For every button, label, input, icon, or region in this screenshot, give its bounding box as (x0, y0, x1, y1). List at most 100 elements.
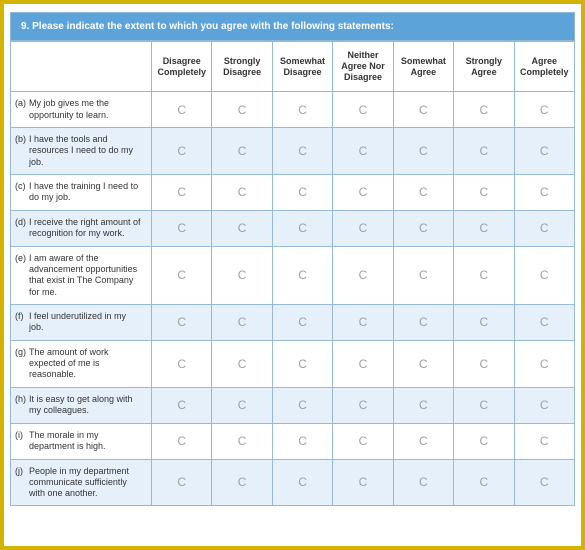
radio-button[interactable]: C (537, 475, 551, 489)
radio-button[interactable]: C (296, 221, 310, 235)
radio-button[interactable]: C (356, 357, 370, 371)
radio-button[interactable]: C (235, 398, 249, 412)
radio-button[interactable]: C (235, 185, 249, 199)
radio-button[interactable]: C (235, 103, 249, 117)
radio-button[interactable]: C (175, 398, 189, 412)
radio-button[interactable]: C (235, 268, 249, 282)
option-cell: C (212, 304, 272, 340)
radio-button[interactable]: C (416, 475, 430, 489)
radio-button[interactable]: C (477, 221, 491, 235)
radio-button[interactable]: C (477, 357, 491, 371)
radio-button[interactable]: C (537, 357, 551, 371)
option-cell: C (212, 246, 272, 304)
radio-button[interactable]: C (537, 398, 551, 412)
radio-button[interactable]: C (356, 434, 370, 448)
radio-button[interactable]: C (477, 103, 491, 117)
radio-button[interactable]: C (175, 144, 189, 158)
radio-button[interactable]: C (175, 221, 189, 235)
radio-button[interactable]: C (235, 221, 249, 235)
radio-button[interactable]: C (477, 475, 491, 489)
row-id: (i) (15, 430, 29, 441)
likert-table: Disagree Completely Strongly Disagree So… (10, 41, 575, 506)
option-cell: C (333, 92, 393, 128)
radio-button[interactable]: C (296, 315, 310, 329)
radio-button[interactable]: C (235, 144, 249, 158)
radio-button[interactable]: C (477, 398, 491, 412)
col-header-2: Somewhat Disagree (272, 42, 332, 92)
statement-cell: (h)It is easy to get along with my colle… (11, 387, 152, 423)
radio-button[interactable]: C (477, 185, 491, 199)
option-cell: C (454, 423, 514, 459)
radio-button[interactable]: C (477, 315, 491, 329)
option-cell: C (454, 459, 514, 506)
option-cell: C (212, 423, 272, 459)
radio-button[interactable]: C (175, 103, 189, 117)
radio-button[interactable]: C (537, 434, 551, 448)
radio-button[interactable]: C (175, 268, 189, 282)
radio-button[interactable]: C (416, 357, 430, 371)
row-text: I have the tools and resources I need to… (29, 134, 143, 168)
radio-button[interactable]: C (416, 398, 430, 412)
radio-button[interactable]: C (235, 434, 249, 448)
option-cell: C (333, 387, 393, 423)
radio-button[interactable]: C (296, 475, 310, 489)
radio-button[interactable]: C (477, 144, 491, 158)
radio-button[interactable]: C (416, 315, 430, 329)
radio-button[interactable]: C (356, 315, 370, 329)
radio-button[interactable]: C (416, 434, 430, 448)
radio-button[interactable]: C (175, 315, 189, 329)
radio-button[interactable]: C (175, 475, 189, 489)
radio-button[interactable]: C (356, 144, 370, 158)
radio-button[interactable]: C (416, 103, 430, 117)
option-cell: C (514, 340, 574, 387)
radio-button[interactable]: C (537, 103, 551, 117)
radio-button[interactable]: C (175, 185, 189, 199)
radio-button[interactable]: C (416, 144, 430, 158)
radio-button[interactable]: C (356, 103, 370, 117)
radio-button[interactable]: C (175, 357, 189, 371)
option-cell: C (152, 246, 212, 304)
radio-button[interactable]: C (537, 221, 551, 235)
option-cell: C (514, 210, 574, 246)
radio-button[interactable]: C (296, 398, 310, 412)
row-id: (j) (15, 466, 29, 477)
radio-button[interactable]: C (537, 144, 551, 158)
option-cell: C (152, 304, 212, 340)
question-header: 9. Please indicate the extent to which y… (10, 12, 575, 41)
radio-button[interactable]: C (356, 398, 370, 412)
radio-button[interactable]: C (175, 434, 189, 448)
radio-button[interactable]: C (296, 144, 310, 158)
row-text: I am aware of the advancement opportunit… (29, 253, 143, 298)
radio-button[interactable]: C (356, 475, 370, 489)
option-cell: C (514, 304, 574, 340)
radio-button[interactable]: C (416, 268, 430, 282)
radio-button[interactable]: C (296, 434, 310, 448)
radio-button[interactable]: C (296, 357, 310, 371)
row-text: People in my department communicate suff… (29, 466, 143, 500)
radio-button[interactable]: C (477, 434, 491, 448)
radio-button[interactable]: C (477, 268, 491, 282)
table-row: (b)I have the tools and resources I need… (11, 128, 575, 175)
option-cell: C (152, 174, 212, 210)
radio-button[interactable]: C (356, 221, 370, 235)
row-id: (b) (15, 134, 29, 145)
radio-button[interactable]: C (296, 185, 310, 199)
option-cell: C (272, 246, 332, 304)
radio-button[interactable]: C (356, 185, 370, 199)
radio-button[interactable]: C (537, 315, 551, 329)
table-row: (g)The amount of work expected of me is … (11, 340, 575, 387)
radio-button[interactable]: C (416, 221, 430, 235)
radio-button[interactable]: C (356, 268, 370, 282)
option-cell: C (272, 174, 332, 210)
radio-button[interactable]: C (296, 103, 310, 117)
radio-button[interactable]: C (235, 475, 249, 489)
option-cell: C (212, 340, 272, 387)
radio-button[interactable]: C (235, 357, 249, 371)
statement-cell: (i)The morale in my department is high. (11, 423, 152, 459)
radio-button[interactable]: C (296, 268, 310, 282)
table-row: (f)I feel underutilized in my job.CCCCCC… (11, 304, 575, 340)
radio-button[interactable]: C (416, 185, 430, 199)
radio-button[interactable]: C (537, 268, 551, 282)
radio-button[interactable]: C (537, 185, 551, 199)
radio-button[interactable]: C (235, 315, 249, 329)
